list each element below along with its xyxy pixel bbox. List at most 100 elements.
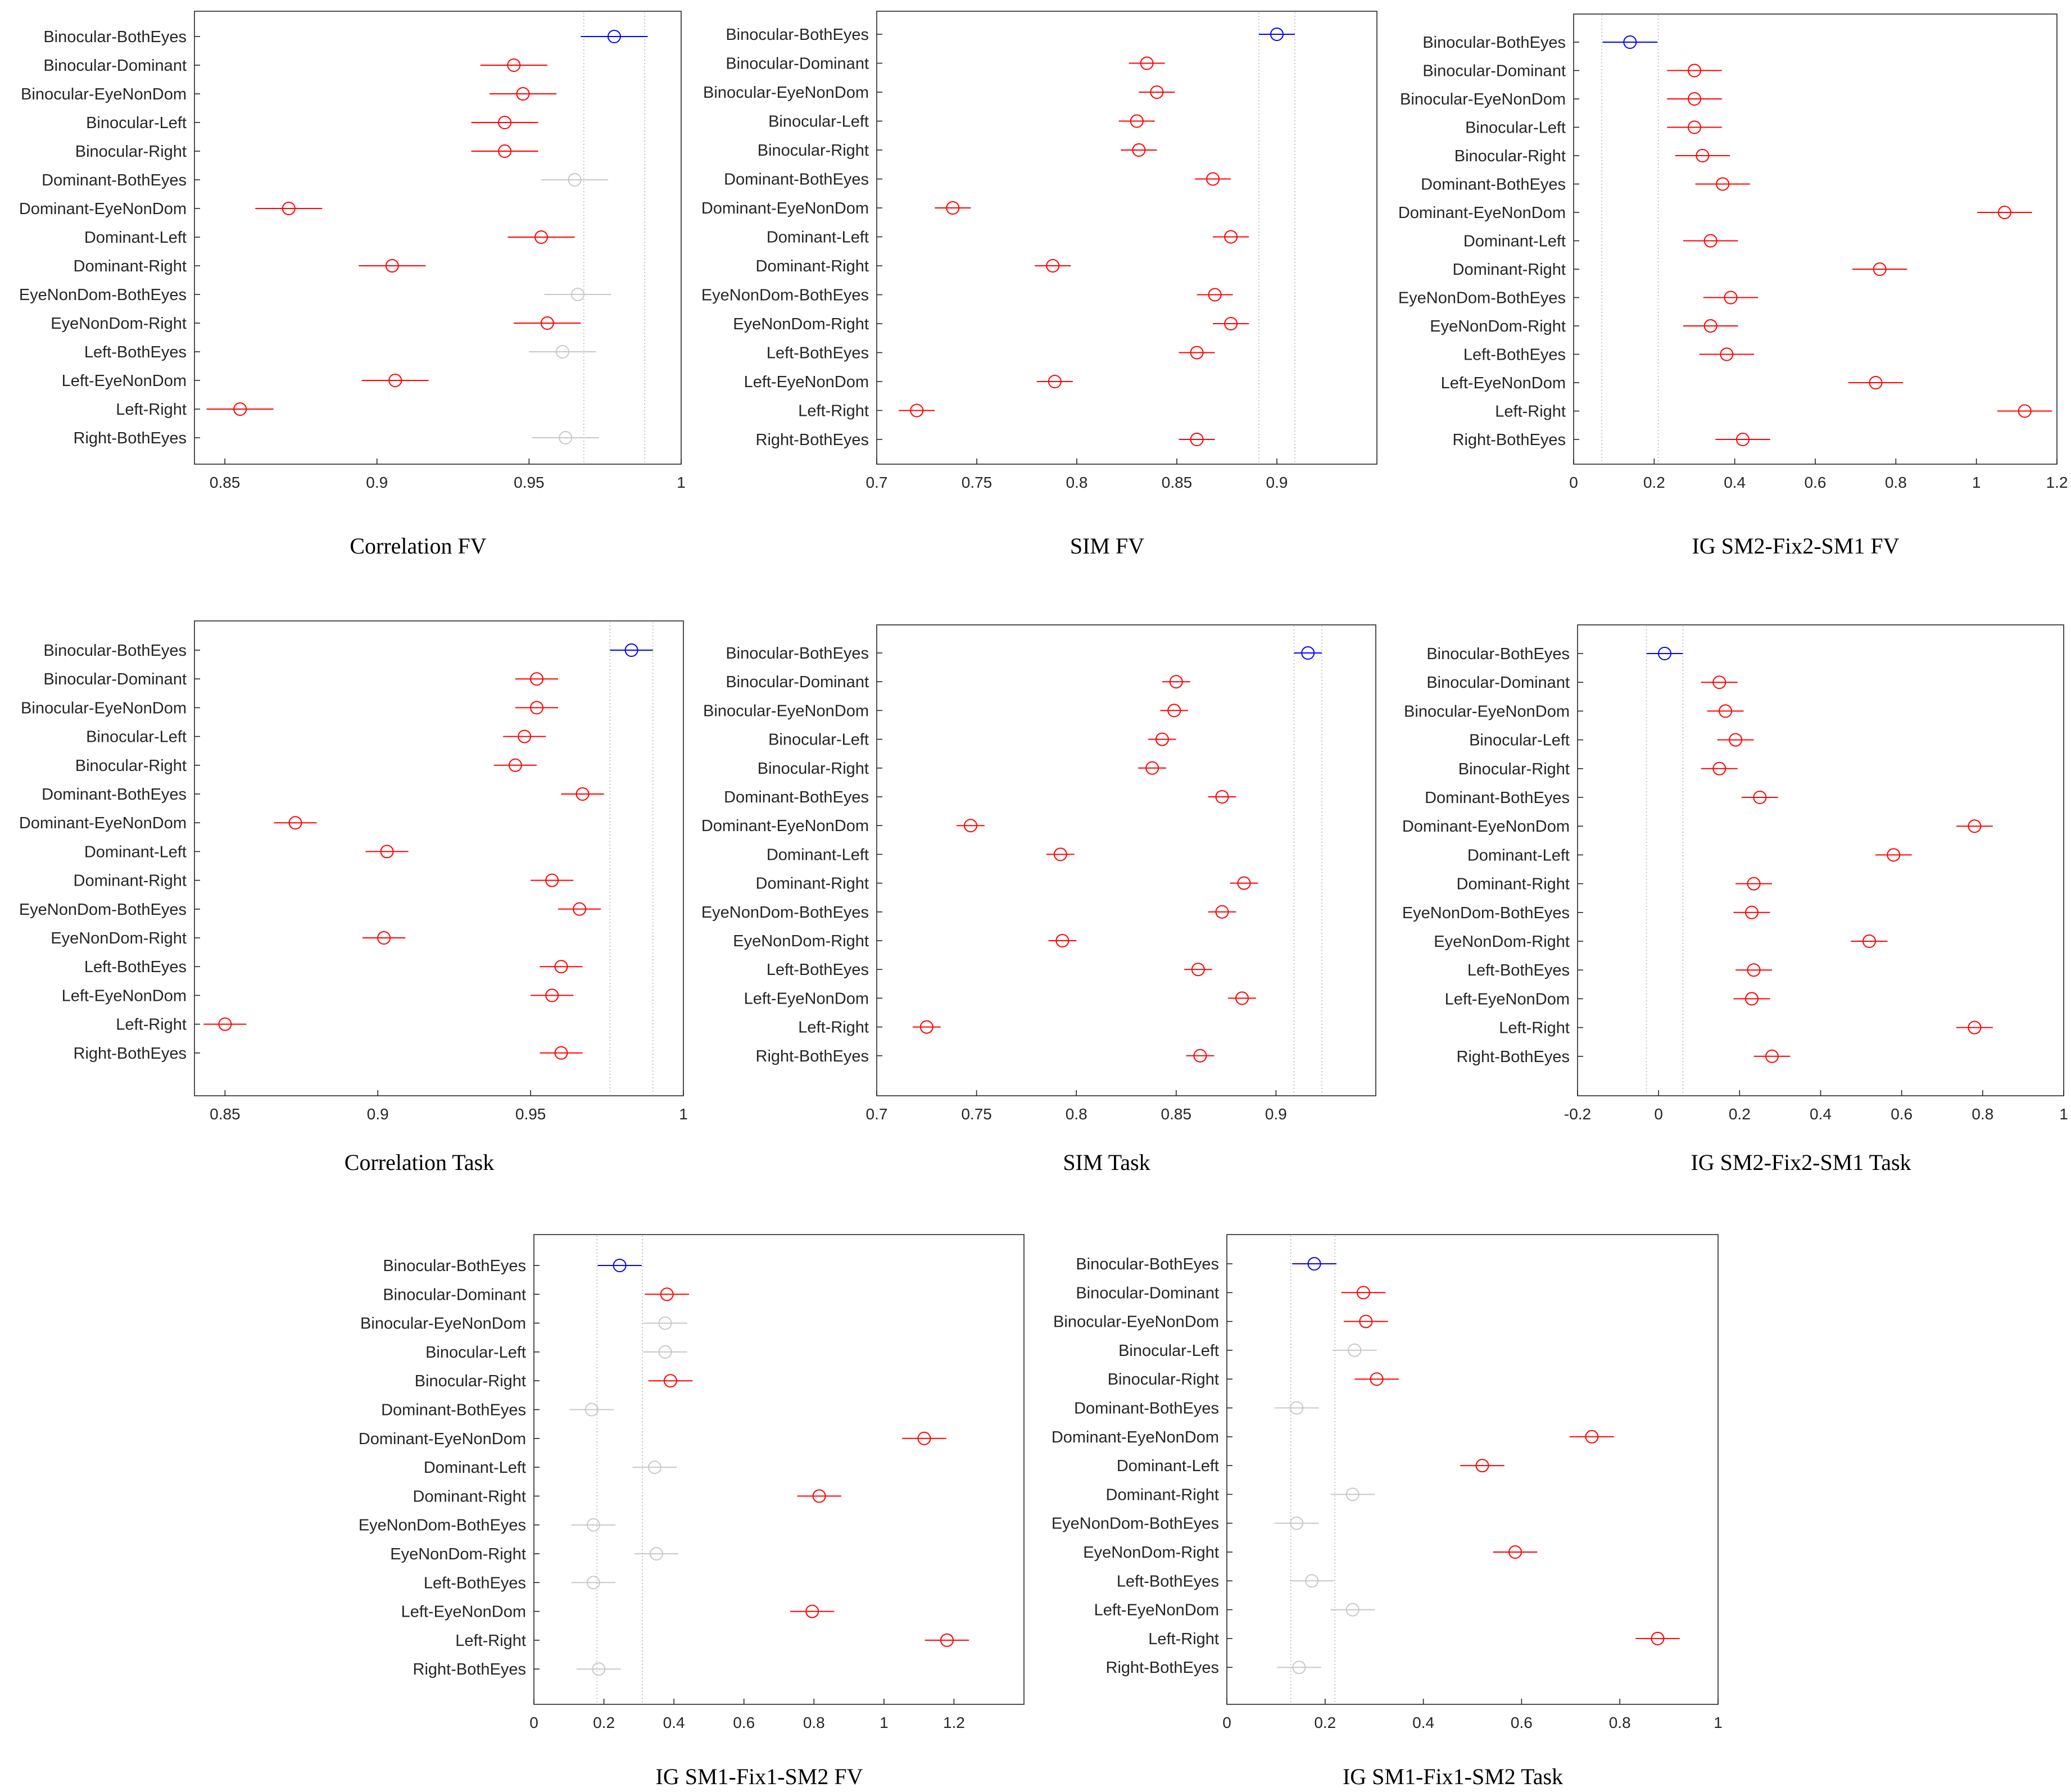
panel-caption: IG SM1-Fix1-SM2 Task — [1343, 1764, 1563, 1789]
data-point — [1585, 1430, 1599, 1444]
data-point — [1968, 819, 1982, 833]
y-tick-label: Dominant-EyeNonDom — [1398, 204, 1566, 222]
x-tick-label: 0.8 — [1066, 1105, 1087, 1123]
y-tick-label: Binocular-BothEyes — [726, 645, 869, 663]
data-point — [1145, 761, 1159, 775]
data-point — [568, 173, 582, 187]
x-tick-label: 1 — [2059, 1105, 2068, 1123]
data-point — [1215, 905, 1229, 919]
data-point — [388, 374, 402, 387]
y-tick-label: Binocular-Dominant — [1076, 1284, 1219, 1302]
y-tick-label: Dominant-Left — [767, 846, 869, 864]
y-tick-label: Binocular-BothEyes — [726, 26, 869, 44]
y-tick-label: Right-BothEyes — [756, 431, 869, 449]
y-tick-label: Binocular-EyeNonDom — [1404, 702, 1570, 720]
data-point — [385, 259, 399, 273]
y-tick-label: Binocular-Dominant — [1426, 674, 1570, 692]
y-tick-label: Left-BothEyes — [1117, 1572, 1219, 1590]
panel-caption: Correlation FV — [350, 533, 486, 559]
data-point — [1753, 791, 1767, 804]
y-tick-label: EyeNonDom-Right — [51, 315, 187, 333]
data-point — [1997, 206, 2011, 219]
data-point — [1046, 259, 1060, 273]
data-point — [1290, 1516, 1304, 1530]
data-point — [1048, 375, 1062, 388]
y-tick-label: Dominant-EyeNonDom — [701, 199, 869, 217]
data-point — [1055, 934, 1070, 947]
x-tick-label: 0 — [529, 1714, 538, 1731]
y-tick-label: Dominant-Left — [1463, 233, 1566, 251]
data-point — [1053, 847, 1067, 861]
axes-box — [194, 11, 682, 465]
y-tick-label: Left-Right — [1495, 403, 1566, 421]
x-tick-label: 0.95 — [515, 1105, 546, 1123]
x-tick-label: 0.85 — [210, 474, 241, 491]
y-tick-label: Left-EyeNonDom — [62, 987, 187, 1005]
data-point — [1167, 704, 1181, 718]
x-tick-label: 0.9 — [1265, 1105, 1287, 1123]
y-tick-label: Left-BothEyes — [84, 343, 187, 361]
x-tick-label: 0.6 — [1805, 474, 1827, 491]
y-tick-label: EyeNonDom-Right — [1083, 1544, 1219, 1562]
y-tick-label: Dominant-BothEyes — [1425, 789, 1570, 807]
data-point — [917, 1431, 931, 1445]
data-point — [516, 87, 530, 101]
y-tick-label: Binocular-Dominant — [1422, 62, 1566, 80]
data-point — [1290, 1401, 1304, 1415]
y-tick-label: Dominant-EyeNonDom — [701, 817, 869, 835]
data-point — [1712, 761, 1726, 775]
y-tick-label: Dominant-Left — [84, 229, 187, 247]
y-tick-label: Dominant-BothEyes — [724, 171, 869, 189]
y-tick-label: Dominant-Right — [74, 257, 187, 275]
x-tick-label: 0.8 — [1972, 1105, 1993, 1123]
data-point — [1169, 675, 1183, 689]
y-tick-label: Left-Right — [116, 1016, 187, 1034]
data-point — [1873, 262, 1887, 276]
data-point — [1968, 1020, 1982, 1035]
data-point — [282, 202, 296, 215]
y-tick-label: Left-EyeNonDom — [401, 1603, 526, 1621]
y-tick-label: Binocular-EyeNonDom — [1053, 1313, 1219, 1331]
data-point — [663, 1374, 677, 1388]
data-point — [1345, 1603, 1359, 1617]
panel-6: -0.2 0 0.2 0.4 0.6 0.8 1 Binocular-BothEyes Bino… — [1402, 624, 2068, 1175]
y-tick-label: Right-BothEyes — [74, 429, 187, 447]
data-point — [1193, 1049, 1207, 1063]
y-tick-label: Binocular-BothEyes — [1422, 34, 1566, 52]
y-tick-label: Dominant-BothEyes — [724, 788, 869, 806]
data-point — [1140, 56, 1154, 70]
data-point — [1305, 1574, 1319, 1588]
y-tick-label: Dominant-Right — [756, 875, 869, 893]
x-tick-label: 0.75 — [961, 1105, 992, 1123]
y-tick-label: Dominant-BothEyes — [42, 786, 187, 804]
y-tick-label: Left-EyeNonDom — [744, 373, 869, 391]
y-tick-label: Dominant-Right — [1106, 1486, 1219, 1504]
data-point — [1292, 1661, 1306, 1675]
panel-caption: IG SM1-Fix1-SM2 FV — [656, 1764, 863, 1789]
axes-box — [1577, 624, 2064, 1096]
x-tick-label: 1 — [1714, 1714, 1723, 1731]
x-tick-label: 1 — [679, 1105, 688, 1123]
y-tick-label: Dominant-EyeNonDom — [1402, 818, 1570, 836]
data-point — [910, 403, 924, 418]
y-tick-label: Binocular-Dominant — [726, 55, 869, 73]
data-point — [592, 1662, 606, 1676]
x-tick-label: 0.8 — [1885, 474, 1907, 491]
panel-5: 0.7 0.75 0.8 0.85 0.9 Binocular-BothEyes Binoc… — [701, 624, 1376, 1175]
axes-box — [1573, 13, 2058, 465]
x-tick-label: 0.95 — [514, 474, 545, 491]
y-tick-label: Dominant-Left — [424, 1459, 526, 1477]
y-tick-label: Left-Right — [1499, 1019, 1570, 1037]
data-point — [1224, 317, 1238, 330]
data-point — [530, 701, 543, 715]
y-tick-label: Binocular-Left — [86, 728, 187, 746]
y-tick-label: EyeNonDom-BothEyes — [1402, 904, 1570, 922]
y-tick-label: Binocular-EyeNonDom — [360, 1315, 526, 1333]
panel-8: 0 0.2 0.4 0.6 0.8 1 Binocular-BothEyes Binocula… — [1052, 1234, 1723, 1789]
y-tick-label: EyeNonDom-BothEyes — [19, 286, 187, 304]
y-tick-label: Dominant-Left — [1117, 1457, 1219, 1475]
data-point — [1348, 1343, 1362, 1357]
data-point — [1688, 63, 1701, 78]
data-point — [559, 431, 573, 444]
y-tick-label: Dominant-BothEyes — [42, 171, 187, 189]
